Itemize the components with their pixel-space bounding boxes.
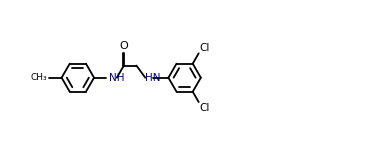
Text: CH₃: CH₃ — [31, 73, 47, 82]
Text: HN: HN — [145, 73, 161, 83]
Text: Cl: Cl — [200, 103, 210, 113]
Text: NH: NH — [109, 73, 124, 83]
Text: O: O — [119, 41, 128, 51]
Text: Cl: Cl — [200, 43, 210, 53]
